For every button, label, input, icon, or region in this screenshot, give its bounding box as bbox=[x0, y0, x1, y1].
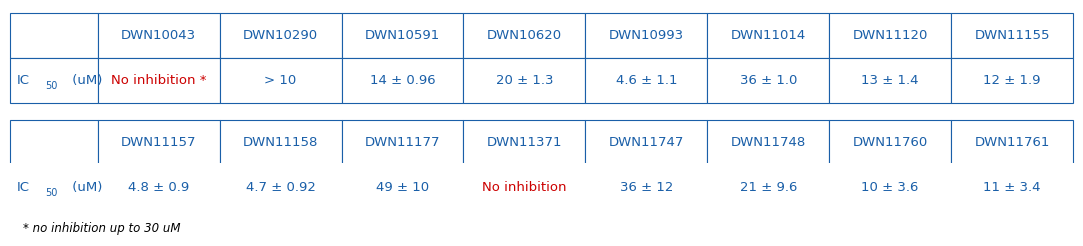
Text: 10 ± 3.6: 10 ± 3.6 bbox=[861, 181, 918, 194]
Bar bbox=[464, 58, 585, 104]
Text: No inhibition: No inhibition bbox=[482, 181, 566, 194]
Bar bbox=[220, 120, 341, 165]
Bar bbox=[10, 165, 97, 210]
Text: DWN10993: DWN10993 bbox=[609, 29, 683, 42]
Bar bbox=[97, 58, 220, 104]
Text: DWN11371: DWN11371 bbox=[486, 136, 562, 149]
Text: 20 ± 1.3: 20 ± 1.3 bbox=[496, 74, 553, 87]
Bar bbox=[97, 120, 220, 165]
Text: 36 ± 1.0: 36 ± 1.0 bbox=[740, 74, 797, 87]
Text: DWN11177: DWN11177 bbox=[365, 136, 440, 149]
Bar bbox=[585, 58, 707, 104]
Text: DWN10043: DWN10043 bbox=[121, 29, 196, 42]
Text: IC: IC bbox=[17, 181, 30, 194]
Bar bbox=[830, 58, 951, 104]
Bar bbox=[951, 58, 1073, 104]
Text: DWN10620: DWN10620 bbox=[487, 29, 562, 42]
Text: 11 ± 3.4: 11 ± 3.4 bbox=[983, 181, 1041, 194]
Text: DWN11014: DWN11014 bbox=[731, 29, 806, 42]
Bar bbox=[464, 120, 585, 165]
Bar bbox=[220, 165, 341, 210]
Bar bbox=[585, 13, 707, 58]
Bar bbox=[951, 13, 1073, 58]
Bar bbox=[10, 13, 97, 58]
Text: 4.7 ± 0.92: 4.7 ± 0.92 bbox=[246, 181, 315, 194]
Bar bbox=[830, 120, 951, 165]
Text: 50: 50 bbox=[45, 81, 57, 91]
Text: DWN11747: DWN11747 bbox=[609, 136, 684, 149]
Bar bbox=[341, 13, 464, 58]
Text: 49 ± 10: 49 ± 10 bbox=[376, 181, 429, 194]
Bar bbox=[10, 58, 97, 104]
Bar bbox=[707, 120, 830, 165]
Bar bbox=[341, 58, 464, 104]
Bar bbox=[220, 58, 341, 104]
Bar bbox=[951, 120, 1073, 165]
Bar bbox=[341, 120, 464, 165]
Bar bbox=[97, 165, 220, 210]
Text: 4.6 ± 1.1: 4.6 ± 1.1 bbox=[615, 74, 677, 87]
Bar bbox=[707, 13, 830, 58]
Text: DWN11158: DWN11158 bbox=[243, 136, 318, 149]
Text: DWN11760: DWN11760 bbox=[852, 136, 928, 149]
Bar bbox=[585, 165, 707, 210]
Bar bbox=[707, 58, 830, 104]
Text: 36 ± 12: 36 ± 12 bbox=[619, 181, 673, 194]
Bar bbox=[464, 165, 585, 210]
Text: DWN11157: DWN11157 bbox=[121, 136, 196, 149]
Bar bbox=[341, 165, 464, 210]
Text: 21 ± 9.6: 21 ± 9.6 bbox=[740, 181, 797, 194]
Bar bbox=[830, 13, 951, 58]
Text: * no inhibition up to 30 uM: * no inhibition up to 30 uM bbox=[23, 222, 181, 235]
Bar bbox=[951, 165, 1073, 210]
Text: DWN11761: DWN11761 bbox=[975, 136, 1049, 149]
Text: 50: 50 bbox=[45, 188, 57, 198]
Bar bbox=[830, 165, 951, 210]
Bar bbox=[585, 120, 707, 165]
Text: 12 ± 1.9: 12 ± 1.9 bbox=[983, 74, 1041, 87]
Text: 4.8 ± 0.9: 4.8 ± 0.9 bbox=[128, 181, 190, 194]
Text: (uM): (uM) bbox=[68, 74, 102, 87]
Bar bbox=[220, 13, 341, 58]
Text: > 10: > 10 bbox=[264, 74, 297, 87]
Bar bbox=[97, 13, 220, 58]
Bar bbox=[707, 165, 830, 210]
Text: No inhibition *: No inhibition * bbox=[110, 74, 207, 87]
Text: (uM): (uM) bbox=[68, 181, 102, 194]
Text: 13 ± 1.4: 13 ± 1.4 bbox=[861, 74, 918, 87]
Bar bbox=[464, 13, 585, 58]
Text: 14 ± 0.96: 14 ± 0.96 bbox=[369, 74, 435, 87]
Text: DWN10290: DWN10290 bbox=[243, 29, 318, 42]
Text: DWN11748: DWN11748 bbox=[731, 136, 806, 149]
Text: IC: IC bbox=[17, 74, 30, 87]
Bar bbox=[10, 120, 97, 165]
Text: DWN11120: DWN11120 bbox=[852, 29, 928, 42]
Text: DWN11155: DWN11155 bbox=[975, 29, 1049, 42]
Text: DWN10591: DWN10591 bbox=[365, 29, 440, 42]
